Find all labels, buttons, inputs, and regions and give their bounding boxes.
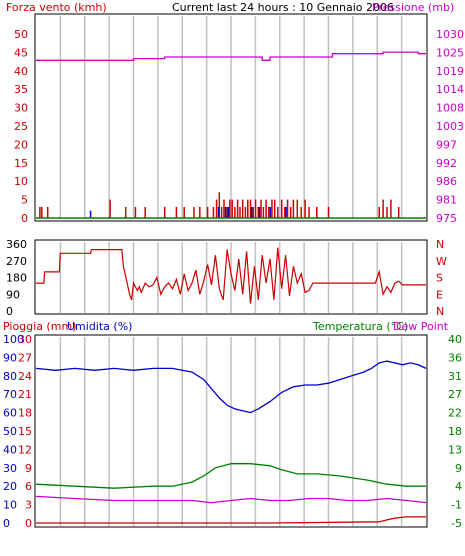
rain-tick-label: 0	[25, 517, 32, 530]
pressure-tick-label: 992	[436, 157, 457, 170]
wind-speed-tick-label: 45	[14, 46, 28, 59]
pressure-line	[36, 51, 426, 61]
direction-tick-label: 180	[6, 272, 27, 285]
rain-tick-label: 9	[25, 462, 32, 475]
temperature-tick-label: 4	[455, 480, 462, 493]
rain-axis-title: Pioggia (mm)	[3, 320, 76, 333]
rain-line	[36, 516, 426, 524]
pressure-tick-label: 997	[436, 138, 457, 151]
humidity-tick-label: 90	[3, 351, 17, 364]
wind-speed-tick-label: 20	[14, 138, 28, 151]
wind-speed-tick-label: 0	[21, 212, 28, 225]
rain-tick-label: 12	[18, 443, 32, 456]
pressure-tick-label: 1025	[436, 46, 464, 59]
dew-point-axis-title: Dew Point	[393, 320, 449, 333]
wind-direction-panel	[34, 239, 428, 315]
temperature-tick-label: 27	[448, 388, 462, 401]
wind-speed-tick-label: 35	[14, 83, 28, 96]
dew-point-line	[35, 495, 427, 504]
humidity-tick-label: 50	[3, 425, 17, 438]
pressure-tick-label: 1003	[436, 120, 464, 133]
humidity-tick-label: 70	[3, 388, 17, 401]
compass-tick-label: W	[436, 255, 447, 268]
pressure-tick-label: 1019	[436, 65, 464, 78]
compass-tick-label: N	[436, 305, 444, 318]
wind-pressure-panel	[34, 13, 428, 222]
pressure-tick-label: 986	[436, 175, 457, 188]
temperature-tick-label: 13	[448, 443, 462, 456]
compass-tick-label: N	[436, 238, 444, 251]
direction-tick-label: 270	[6, 255, 27, 268]
rain-tick-label: 15	[18, 425, 32, 438]
temperature-tick-label: 9	[455, 462, 462, 475]
humidity-tick-label: 30	[3, 462, 17, 475]
wind-speed-tick-label: 30	[14, 102, 28, 115]
humidity-axis-title: Umidita (%)	[67, 320, 132, 333]
humidity-tick-label: 60	[3, 407, 17, 420]
pressure-tick-label: 1030	[436, 28, 464, 41]
temperature-tick-label: 22	[448, 407, 462, 420]
wind-speed-tick-label: 5	[21, 194, 28, 207]
direction-tick-label: 90	[6, 288, 20, 301]
pressure-tick-label: 1014	[436, 83, 464, 96]
humidity-tick-label: 80	[3, 370, 17, 383]
wind-speed-tick-label: 40	[14, 65, 28, 78]
wind-speed-axis-title: Forza vento (kmh)	[6, 1, 107, 14]
temperature-tick-label: 31	[448, 370, 462, 383]
humidity-tick-label: 100	[3, 333, 24, 346]
rain-tick-label: 21	[18, 388, 32, 401]
wind-direction-line	[36, 247, 426, 304]
humidity-tick-label: 10	[3, 499, 17, 512]
humidity-temperature-panel	[34, 334, 428, 528]
temperature-tick-label: 36	[448, 351, 462, 364]
pressure-tick-label: 1008	[436, 102, 464, 115]
humidity-tick-label: 20	[3, 480, 17, 493]
temperature-line	[35, 463, 426, 489]
pressure-axis-title: Pressione (mb)	[372, 1, 454, 14]
pressure-tick-label: 975	[436, 212, 457, 225]
temperature-axis-title: Temperatura (°C)	[312, 320, 408, 333]
humidity-line	[35, 360, 427, 414]
wind-speed-tick-label: 15	[14, 157, 28, 170]
rain-tick-label: 30	[18, 333, 32, 346]
humidity-tick-label: 40	[3, 443, 17, 456]
temperature-tick-label: 40	[448, 333, 462, 346]
rain-tick-label: 6	[25, 480, 32, 493]
pressure-tick-label: 981	[436, 194, 457, 207]
direction-tick-label: 0	[6, 305, 13, 318]
humidity-tick-label: 0	[3, 517, 10, 530]
temperature-tick-label: -5	[451, 517, 462, 530]
rain-tick-label: 3	[25, 499, 32, 512]
temperature-tick-label: 18	[448, 425, 462, 438]
direction-tick-label: 360	[6, 238, 27, 251]
wind-speed-tick-label: 25	[14, 120, 28, 133]
rain-tick-label: 27	[18, 351, 32, 364]
compass-tick-label: E	[436, 288, 443, 301]
chart-title: Current last 24 hours : 10 Gennaio 2006	[172, 1, 394, 14]
wind-speed-tick-label: 10	[14, 175, 28, 188]
temperature-tick-label: -1	[451, 499, 462, 512]
compass-tick-label: S	[436, 272, 443, 285]
rain-tick-label: 24	[18, 370, 32, 383]
rain-tick-label: 18	[18, 407, 32, 420]
wind-speed-tick-label: 50	[14, 28, 28, 41]
